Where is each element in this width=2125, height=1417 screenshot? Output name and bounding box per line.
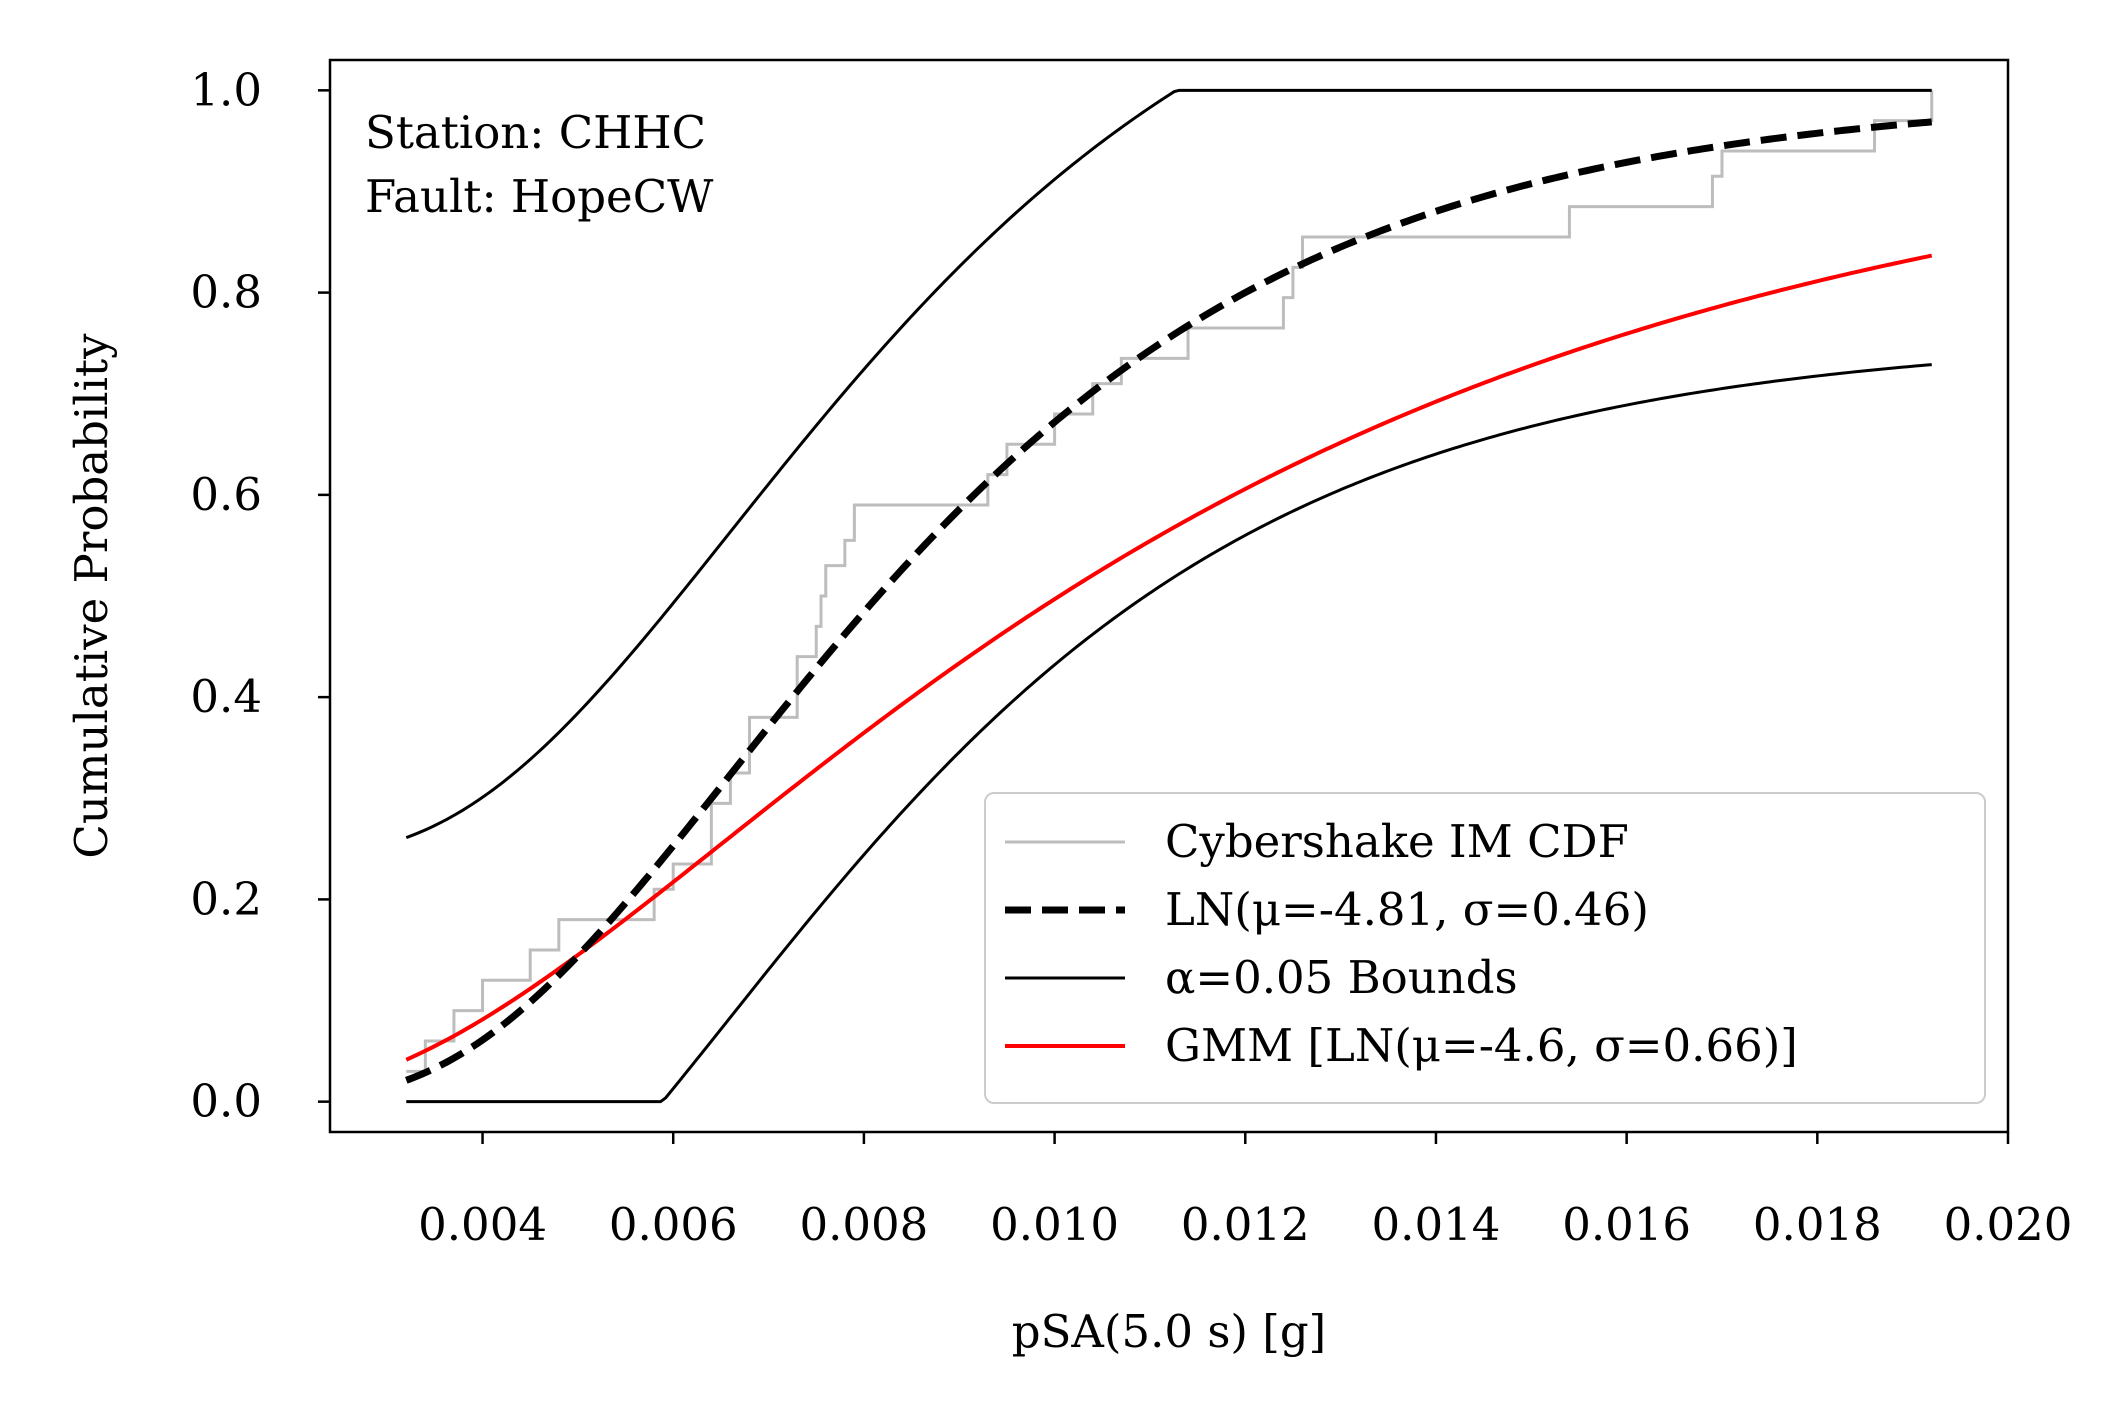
legend-label-ln-fit: LN(μ=-4.81, σ=0.46) — [1165, 883, 1649, 936]
y-tick-label: 0.2 — [190, 872, 262, 925]
series-ln-fit-cdf — [405, 118, 1933, 1084]
annotation-fault: Fault: HopeCW — [365, 170, 714, 223]
y-tick-label: 0.8 — [190, 266, 262, 319]
x-tick-label: 0.012 — [1181, 1198, 1310, 1251]
x-tick-label: 0.018 — [1753, 1198, 1882, 1251]
y-axis-label: Cumulative Probability — [65, 333, 118, 859]
x-tick-label: 0.020 — [1944, 1198, 2073, 1251]
x-tick-label: 0.014 — [1372, 1198, 1501, 1251]
x-axis-label: pSA(5.0 s) [g] — [1012, 1305, 1326, 1358]
series-upper-bound — [405, 88, 1932, 840]
x-tick-label: 0.004 — [418, 1198, 547, 1251]
x-tick-label: 0.008 — [799, 1198, 928, 1251]
x-axis: 0.004 0.006 0.008 0.010 0.012 0.014 0.016 0.018… — [418, 1132, 2072, 1251]
series-lower-bound — [406, 363, 1932, 1104]
legend-label-cybershake: Cybershake IM CDF — [1165, 815, 1629, 868]
annotation-station: Station: CHHC — [365, 106, 706, 159]
series-layer — [405, 88, 1934, 1104]
legend: Cybershake IM CDF LN(μ=-4.81, σ=0.46) α=… — [984, 792, 1986, 1104]
y-tick-label: 0.4 — [190, 670, 262, 723]
y-axis: 0.0 0.2 0.4 0.6 0.8 1.0 — [190, 63, 330, 1128]
x-tick-label: 0.006 — [609, 1198, 738, 1251]
y-tick-label: 0.0 — [190, 1075, 262, 1128]
x-tick-label: 0.016 — [1562, 1198, 1691, 1251]
y-tick-label: 1.0 — [190, 63, 262, 116]
series-gmm-cdf — [405, 253, 1933, 1062]
x-tick-label: 0.010 — [990, 1198, 1119, 1251]
legend-box — [984, 792, 1986, 1104]
legend-label-bounds: α=0.05 Bounds — [1165, 951, 1518, 1004]
plot-area-frame — [328, 58, 2010, 1134]
y-tick-label: 0.6 — [190, 468, 262, 521]
legend-label-gmm: GMM [LN(μ=-4.6, σ=0.66)] — [1165, 1019, 1798, 1072]
series-cybershake-cdf — [406, 90, 1934, 1073]
